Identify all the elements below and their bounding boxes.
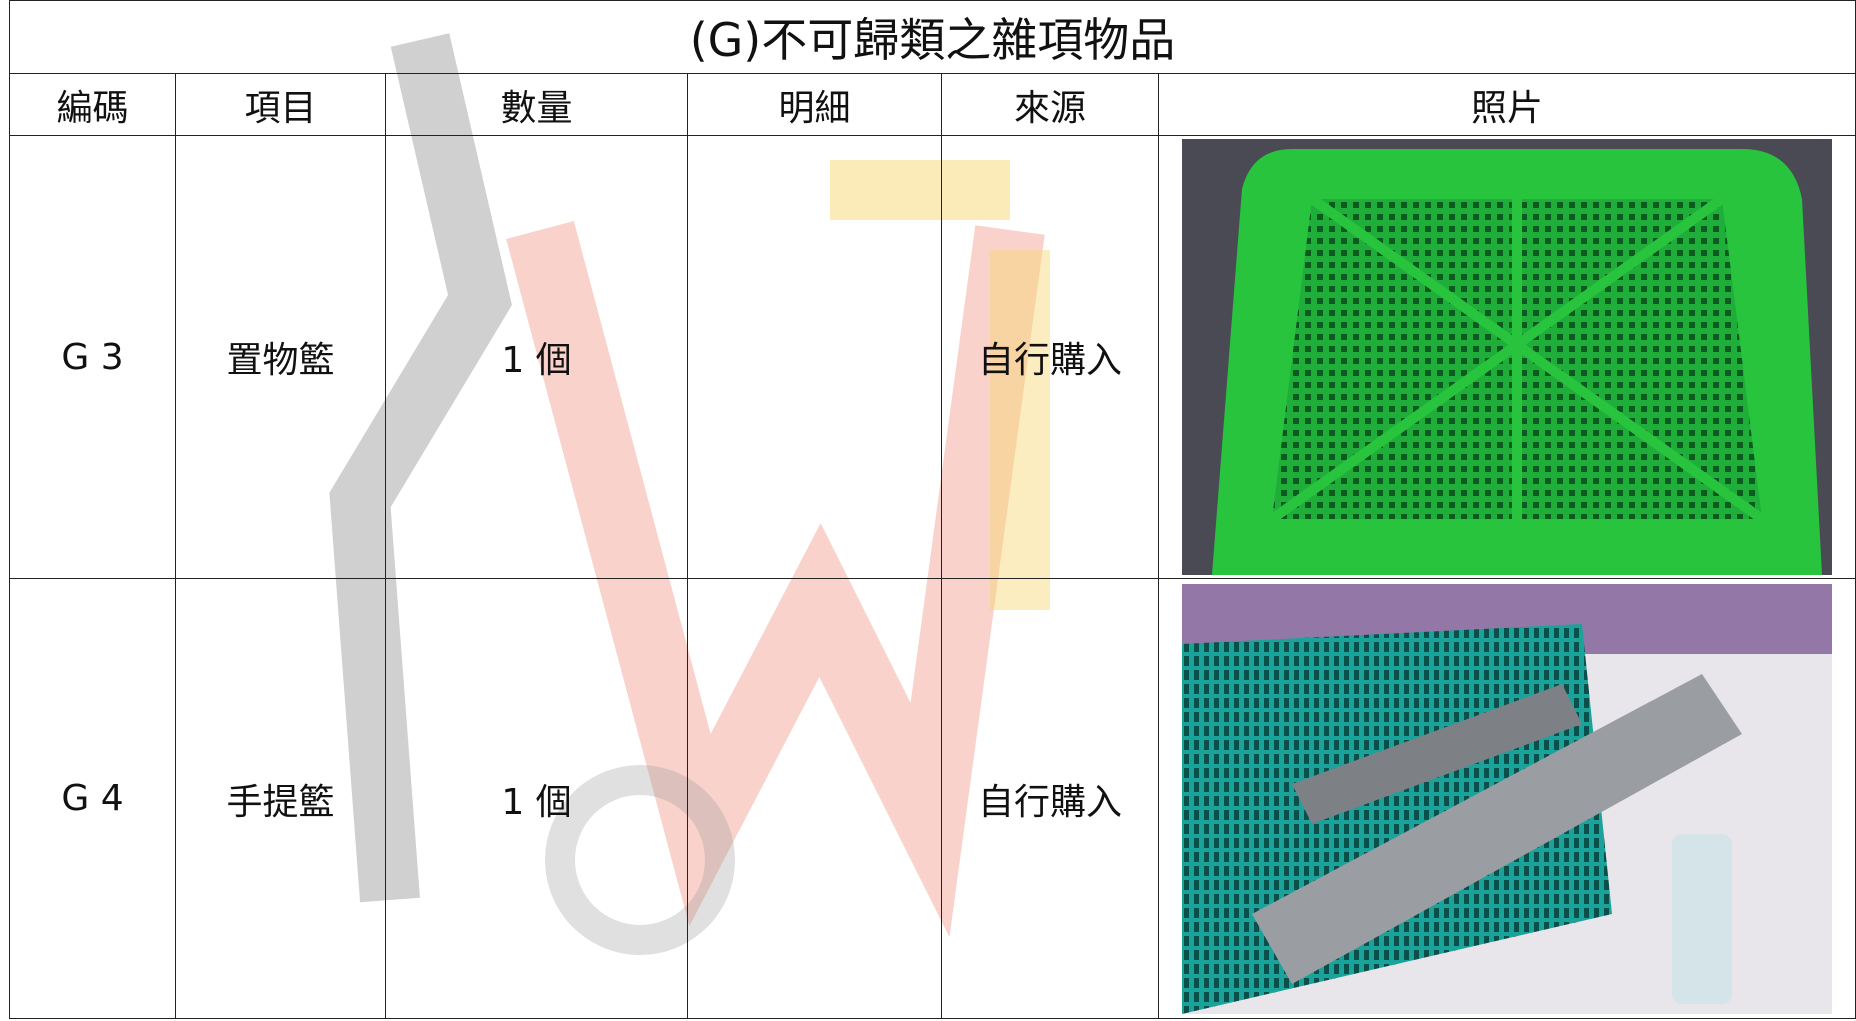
header-cell: 照片 xyxy=(1158,73,1856,136)
header-cell: 數量 xyxy=(385,73,688,136)
cell: 置物籃 xyxy=(175,135,386,579)
cell: 手提籃 xyxy=(175,578,386,1019)
header-cell: 明細 xyxy=(687,73,942,136)
header-cell: 來源 xyxy=(941,73,1159,136)
cell: 自行購入 xyxy=(941,578,1159,1019)
photo-basket xyxy=(1182,583,1832,1014)
table-row: G 4 手提籃 1 個 自行購入 xyxy=(9,578,1856,1019)
table-title: (G)不可歸類之雜項物品 xyxy=(9,0,1856,74)
header-cell: 編碼 xyxy=(9,73,176,136)
cell: 自行購入 xyxy=(941,135,1159,579)
item-table: (G)不可歸類之雜項物品 編碼 項目 數量 明細 來源 照片 G 3 置物籃 1… xyxy=(9,0,1856,1019)
cell: 1 個 xyxy=(385,578,688,1019)
photo-cell xyxy=(1158,135,1856,579)
photo-basket xyxy=(1182,139,1832,575)
cell xyxy=(687,135,942,579)
photo-cell xyxy=(1158,578,1856,1019)
table-row: G 3 置物籃 1 個 自行購入 xyxy=(9,135,1856,579)
cell: G 3 xyxy=(9,135,176,579)
header-cell: 項目 xyxy=(175,73,386,136)
header-row: 編碼 項目 數量 明細 來源 照片 xyxy=(9,73,1856,136)
cell: G 4 xyxy=(9,578,176,1019)
cell: 1 個 xyxy=(385,135,688,579)
cell xyxy=(687,578,942,1019)
